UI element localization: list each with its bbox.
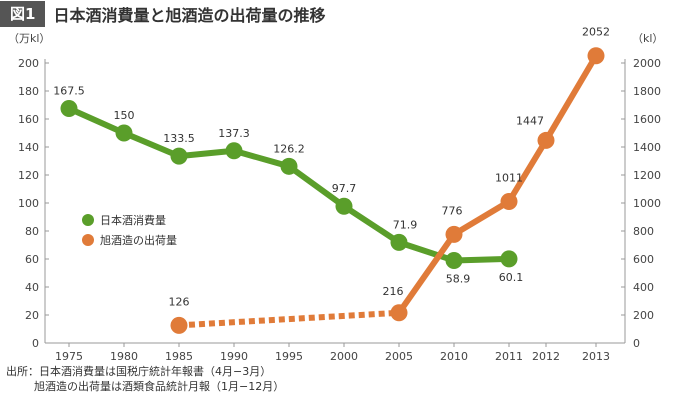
shipment-point: [500, 192, 518, 210]
figure-title-bar: 図1 日本酒消費量と旭酒造の出荷量の推移: [0, 0, 325, 28]
consumption-line-segment: [176, 147, 237, 160]
consumption-data-label: 97.7: [332, 182, 357, 195]
right-tick-label: 1400: [633, 141, 661, 154]
consumption-line-segment: [341, 203, 402, 246]
consumption-point: [445, 252, 463, 270]
left-tick-label: 20: [25, 309, 39, 322]
shipment-data-label: 216: [383, 285, 404, 298]
legend-marker: [82, 214, 94, 226]
consumption-point: [500, 250, 518, 268]
legend-label: 旭酒造の出荷量: [100, 233, 177, 247]
x-tick-label: 2011: [495, 350, 523, 360]
consumption-point: [225, 142, 243, 160]
consumption-line-segment: [286, 163, 347, 210]
x-tick-label: 1995: [275, 350, 303, 360]
consumption-data-label: 137.3: [218, 127, 250, 140]
consumption-point: [280, 157, 298, 175]
consumption-data-label: 58.9: [446, 273, 471, 286]
left-tick-label: 200: [18, 57, 39, 70]
consumption-point: [335, 197, 353, 215]
x-tick-label: 1985: [165, 350, 193, 360]
consumption-data-label: 133.5: [163, 132, 195, 145]
shipment-data-label: 1447: [516, 114, 544, 127]
consumption-line-segment: [451, 255, 512, 264]
shipment-data-label: 1011: [495, 171, 523, 184]
right-tick-label: 1800: [633, 85, 661, 98]
x-tick-label: 1980: [110, 350, 138, 360]
consumption-line-segment: [66, 105, 127, 136]
shipment-point: [170, 316, 188, 334]
x-tick-label: 2000: [330, 350, 358, 360]
consumption-point: [390, 233, 408, 251]
left-tick-label: 60: [25, 253, 39, 266]
right-tick-label: 1600: [633, 113, 661, 126]
x-tick-label: 1975: [55, 350, 83, 360]
shipment-line-segment: [451, 198, 512, 238]
shipment-data-label: 2052: [582, 26, 610, 39]
x-tick-label: 2013: [582, 350, 610, 360]
shipment-data-label: 126: [169, 295, 190, 308]
consumption-point: [60, 100, 78, 117]
consumption-data-label: 71.9: [393, 218, 418, 231]
chart-area: （万kl） （kl）0204060801001201401601802000200…: [8, 26, 663, 360]
shipment-line-segment: [506, 137, 549, 205]
consumption-line-segment: [121, 130, 182, 160]
shipment-point: [390, 304, 408, 322]
right-tick-label: 600: [633, 253, 654, 266]
right-tick-label: 400: [633, 281, 654, 294]
left-tick-label: 0: [32, 337, 39, 350]
legend-marker: [82, 234, 94, 246]
right-tick-label: 0: [633, 337, 640, 350]
right-tick-label: 1200: [633, 169, 661, 182]
shipment-line-segment: [178, 309, 400, 329]
right-tick-label: 800: [633, 225, 654, 238]
source-line-1: 出所：日本酒消費量は国税庁統計年報書（4月−3月）: [6, 365, 272, 378]
shipment-point: [445, 225, 463, 243]
consumption-point: [115, 124, 133, 142]
x-tick-label: 1990: [220, 350, 248, 360]
shipment-data-label: 776: [442, 204, 463, 217]
consumption-data-label: 60.1: [499, 271, 524, 284]
consumption-line-segment: [396, 239, 457, 264]
shipment-point: [587, 47, 605, 65]
legend-label: 日本酒消費量: [100, 213, 166, 227]
left-tick-label: 40: [25, 281, 39, 294]
right-tick-label: 2000: [633, 57, 661, 70]
right-tick-label: 200: [633, 309, 654, 322]
source-line-2: 旭酒造の出荷量は酒類食品統計月報（1月−12月）: [34, 380, 285, 393]
left-tick-label: 160: [18, 113, 39, 126]
figure-badge: 図1: [0, 1, 46, 27]
shipment-line-segment: [543, 52, 599, 144]
shipment-point: [537, 131, 555, 149]
consumption-data-label: 167.5: [53, 85, 85, 98]
x-tick-label: 2012: [532, 350, 560, 360]
left-tick-label: 100: [18, 197, 39, 210]
consumption-point: [170, 147, 188, 165]
left-tick-label: 120: [18, 169, 39, 182]
x-tick-label: 2010: [440, 350, 468, 360]
x-tick-label: 2005: [385, 350, 413, 360]
consumption-data-label: 150: [114, 109, 135, 122]
left-tick-label: 180: [18, 85, 39, 98]
left-tick-label: 80: [25, 225, 39, 238]
consumption-data-label: 126.2: [273, 142, 305, 155]
shipment-line-segment: [396, 231, 457, 316]
right-axis-unit: （kl）: [632, 32, 663, 45]
source-note: 出所：日本酒消費量は国税庁統計年報書（4月−3月） 旭酒造の出荷量は酒類食品統計…: [6, 364, 284, 394]
figure-title: 日本酒消費量と旭酒造の出荷量の推移: [53, 6, 326, 25]
right-tick-label: 1000: [633, 197, 661, 210]
consumption-line-segment: [231, 147, 292, 170]
left-axis-unit: （万kl）: [8, 32, 50, 45]
left-tick-label: 140: [18, 141, 39, 154]
